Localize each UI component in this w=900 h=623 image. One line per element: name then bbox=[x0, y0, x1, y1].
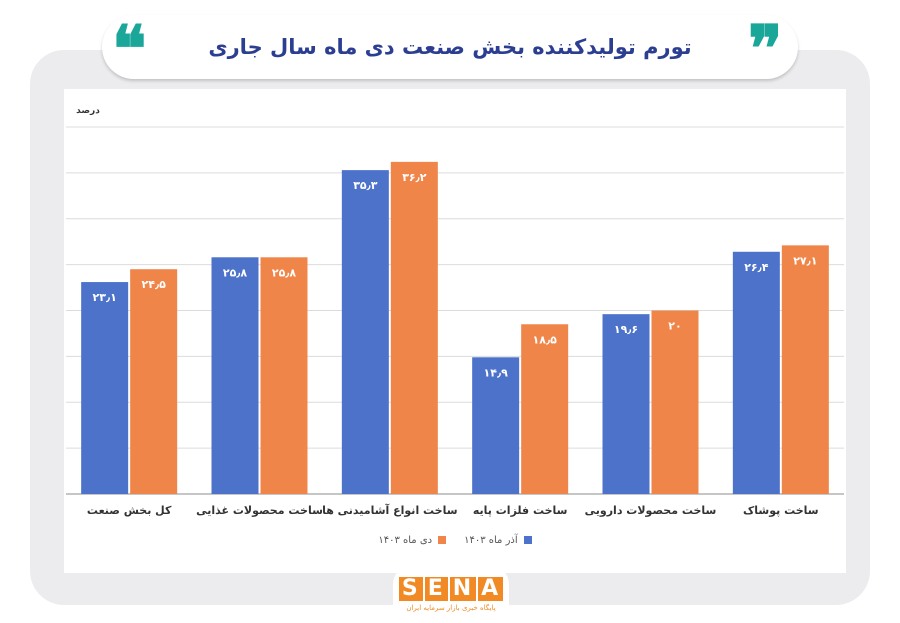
category-label: ساخت انواع آشامیدنی ها bbox=[322, 503, 457, 517]
logo-letter: E bbox=[424, 577, 448, 601]
chart-title: تورم تولیدکننده بخش صنعت دی ماه سال جاری bbox=[208, 35, 692, 59]
data-label: ۲۴٫۵ bbox=[142, 278, 167, 291]
title-bar: تورم تولیدکننده بخش صنعت دی ماه سال جاری bbox=[102, 15, 798, 79]
category-label: ساخت فلزات پایه bbox=[473, 504, 568, 517]
legend: دی ماه ۱۴۰۳ آذر ماه ۱۴۰۳ bbox=[64, 530, 846, 550]
bar-series1 bbox=[81, 282, 129, 494]
data-label: ۲۰ bbox=[668, 320, 681, 333]
bar-chart: درصد ۲۳٫۱ ۲۴٫۵ کل بخش صنعت ۲۵٫۸ ۲۵٫۸ ساخت محصو… bbox=[66, 106, 844, 517]
legend-swatch-series2 bbox=[438, 536, 447, 544]
data-label: ۱۸٫۵ bbox=[533, 333, 558, 346]
data-label: ۱۹٫۶ bbox=[614, 323, 638, 336]
legend-item-series1: آذر ماه ۱۴۰۳ bbox=[464, 535, 532, 546]
data-label: ۳۶٫۲ bbox=[402, 171, 427, 184]
legend-swatch-series1 bbox=[523, 536, 532, 544]
logo-letter: N bbox=[449, 577, 477, 601]
data-label: ۲۵٫۸ bbox=[272, 266, 297, 279]
legend-item-series2: دی ماه ۱۴۰۳ bbox=[378, 534, 447, 546]
category-label: ساخت پوشاک bbox=[743, 504, 819, 517]
bar-series1 bbox=[211, 257, 259, 494]
bar-series2 bbox=[390, 161, 438, 494]
data-label: ۲۵٫۸ bbox=[223, 266, 248, 279]
data-label: ۲۶٫۴ bbox=[744, 261, 769, 274]
bar-series2 bbox=[130, 269, 178, 494]
logo-letter: A bbox=[478, 577, 504, 601]
legend-label-series1: آذر ماه ۱۴۰۳ bbox=[464, 534, 518, 546]
bar-series1 bbox=[472, 357, 520, 494]
open-quote-icon: ❝ bbox=[112, 12, 147, 87]
bar-series2 bbox=[781, 245, 829, 494]
category-label: کل بخش صنعت bbox=[87, 504, 172, 517]
plot-area: درصد ۲۳٫۱ ۲۴٫۵ کل بخش صنعت ۲۵٫۸ ۲۵٫۸ ساخت محصو… bbox=[64, 89, 846, 573]
bar-series2 bbox=[521, 324, 569, 494]
data-label: ۱۴٫۹ bbox=[484, 366, 509, 379]
category-label: ساخت محصولات غذایی bbox=[196, 504, 323, 517]
legend-label-series2: دی ماه ۱۴۰۳ bbox=[378, 534, 433, 546]
close-quote-icon: ❞ bbox=[748, 12, 783, 87]
bar-series1 bbox=[732, 251, 780, 494]
logo-tagline: پایگاه خبری بازار سرمایه ایران bbox=[406, 604, 496, 612]
bar-series2 bbox=[651, 310, 699, 494]
logo-letter: S bbox=[398, 577, 423, 601]
data-label: ۲۷٫۱ bbox=[793, 254, 817, 267]
y-axis-label: درصد bbox=[76, 106, 100, 116]
bar-series2 bbox=[260, 257, 308, 494]
data-label: ۲۳٫۱ bbox=[93, 291, 117, 304]
bar-series1 bbox=[602, 314, 650, 494]
data-label: ۳۵٫۳ bbox=[353, 179, 378, 192]
category-label: ساخت محصولات دارویی bbox=[585, 504, 717, 517]
bar-series1 bbox=[341, 170, 389, 494]
